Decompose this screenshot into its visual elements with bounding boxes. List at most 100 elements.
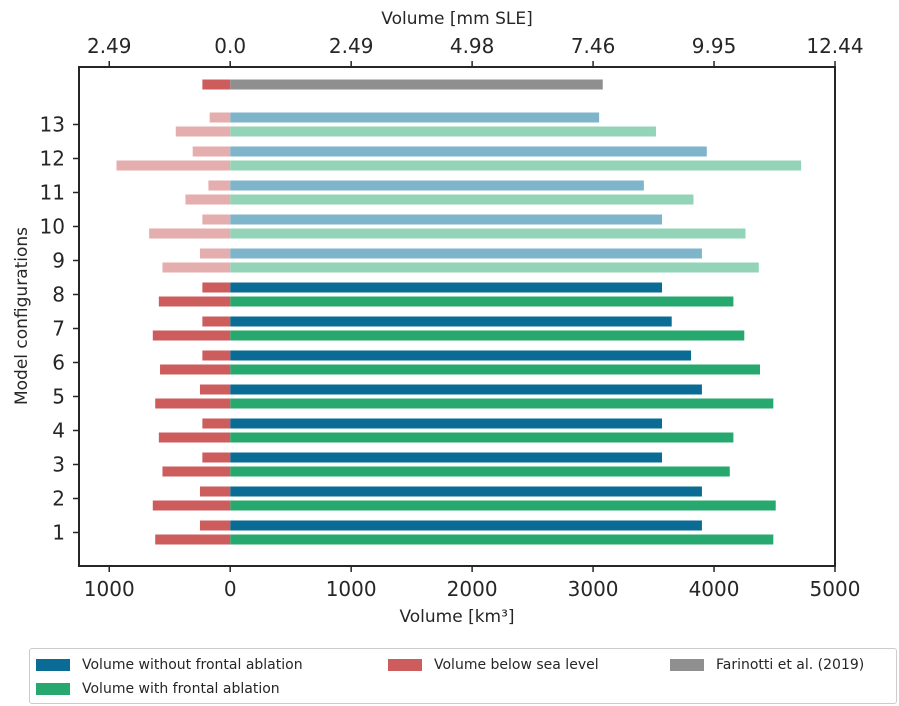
bar-without-fa-13 <box>230 112 600 123</box>
bars-layer <box>116 79 802 545</box>
bottom-tick-label: 1000 <box>84 577 135 601</box>
y-tick-label: 13 <box>40 113 65 137</box>
bar-with-fa-below-sea-level-13 <box>175 126 231 137</box>
bar-without-fa-below-sea-level-2 <box>199 486 231 497</box>
bar-with-fa-5 <box>230 398 774 409</box>
bar-without-fa-below-sea-level-9 <box>199 248 231 259</box>
legend-swatch-below-sea-level <box>388 659 422 671</box>
bottom-tick-label: 2000 <box>447 577 498 601</box>
bar-without-fa-1 <box>230 520 702 531</box>
plot-frame <box>78 66 836 567</box>
bar-without-fa-9 <box>230 248 702 259</box>
y-tick-label: 5 <box>52 385 65 409</box>
bar-with-fa-below-sea-level-4 <box>158 432 231 443</box>
bar-without-fa-10 <box>230 214 663 225</box>
bar-with-fa-12 <box>230 160 802 171</box>
legend-swatch-without-frontal-ablation <box>36 659 70 671</box>
legend-swatch-farinotti <box>670 659 704 671</box>
bar-without-fa-below-sea-level-8 <box>202 282 231 293</box>
bar-with-fa-8 <box>230 296 734 307</box>
y-tick-label: 10 <box>40 215 65 239</box>
bar-with-fa-below-sea-level-5 <box>155 398 231 409</box>
top-x-axis-ticks: 2.49 0.0 2.49 4.98 7.46 9.95 12.44 <box>87 34 864 67</box>
legend-label-with-frontal-ablation: Volume with frontal ablation <box>82 681 280 697</box>
y-tick-label: 11 <box>40 181 65 205</box>
legend-item-without-frontal-ablation: Volume without frontal ablation <box>36 655 303 675</box>
top-tick-label: 2.49 <box>87 34 132 58</box>
bar-with-fa-2 <box>230 500 776 511</box>
chart: 1000 0 1000 2000 3000 4000 5000 2.49 0.0 2.49 4.9… <box>12 9 864 627</box>
bar-with-fa-4 <box>230 432 734 443</box>
bar-with-fa-below-sea-level-12 <box>116 160 231 171</box>
bar-without-fa-2 <box>230 486 702 497</box>
bottom-tick-label: 3000 <box>568 577 619 601</box>
top-tick-label: 7.46 <box>571 34 616 58</box>
bar-without-fa-below-sea-level-12 <box>192 146 231 157</box>
legend-item-with-frontal-ablation: Volume with frontal ablation <box>36 679 280 699</box>
legend-label-farinotti: Farinotti et al. (2019) <box>716 657 865 673</box>
y-axis-label: Model configurations <box>12 227 32 405</box>
bar-farinotti-below-sea-level <box>202 79 231 90</box>
bar-without-fa-6 <box>230 350 692 361</box>
bar-with-fa-13 <box>230 126 656 137</box>
top-tick-label: 0.0 <box>214 34 246 58</box>
bar-with-fa-below-sea-level-10 <box>149 228 231 239</box>
bar-without-fa-below-sea-level-3 <box>202 452 231 463</box>
bar-without-fa-below-sea-level-4 <box>202 418 231 429</box>
bar-without-fa-3 <box>230 452 663 463</box>
y-tick-label: 7 <box>52 317 65 341</box>
bar-without-fa-below-sea-level-6 <box>202 350 231 361</box>
y-tick-label: 1 <box>52 521 65 545</box>
bar-without-fa-4 <box>230 418 663 429</box>
y-tick-label: 12 <box>40 147 65 171</box>
legend-label-below-sea-level: Volume below sea level <box>434 657 599 673</box>
bar-without-fa-below-sea-level-1 <box>199 520 231 531</box>
bar-with-fa-below-sea-level-1 <box>155 534 231 545</box>
bar-without-fa-8 <box>230 282 663 293</box>
bar-without-fa-below-sea-level-13 <box>209 112 231 123</box>
bar-with-fa-3 <box>230 466 730 477</box>
bar-without-fa-12 <box>230 146 707 157</box>
y-tick-label: 2 <box>52 487 65 511</box>
bar-with-fa-below-sea-level-2 <box>152 500 231 511</box>
bar-farinotti <box>230 79 603 90</box>
bar-without-fa-below-sea-level-11 <box>208 180 231 191</box>
legend-item-farinotti: Farinotti et al. (2019) <box>670 655 864 675</box>
top-tick-label: 4.98 <box>450 34 495 58</box>
bar-with-fa-below-sea-level-7 <box>152 330 231 341</box>
bar-with-fa-below-sea-level-11 <box>185 194 231 205</box>
top-tick-label: 12.44 <box>806 34 863 58</box>
legend-swatch-with-frontal-ablation <box>36 683 70 695</box>
bottom-tick-label: 5000 <box>810 577 861 601</box>
bar-with-fa-10 <box>230 228 746 239</box>
bar-without-fa-5 <box>230 384 702 395</box>
y-tick-label: 8 <box>52 283 65 307</box>
bar-with-fa-below-sea-level-3 <box>162 466 231 477</box>
bar-with-fa-7 <box>230 330 745 341</box>
bottom-tick-label: 0 <box>224 577 237 601</box>
bottom-tick-label: 4000 <box>689 577 740 601</box>
top-tick-label: 2.49 <box>329 34 374 58</box>
bar-without-fa-below-sea-level-7 <box>202 316 231 327</box>
bar-without-fa-below-sea-level-10 <box>202 214 231 225</box>
bar-with-fa-below-sea-level-6 <box>160 364 231 375</box>
bar-without-fa-7 <box>230 316 672 327</box>
top-x-axis-label: Volume [mm SLE] <box>381 9 532 29</box>
bar-with-fa-9 <box>230 262 759 273</box>
top-tick-label: 9.95 <box>692 34 737 58</box>
x-axis-label: Volume [km³] <box>399 607 514 627</box>
bar-without-fa-below-sea-level-5 <box>199 384 231 395</box>
bar-with-fa-1 <box>230 534 774 545</box>
bar-with-fa-below-sea-level-8 <box>158 296 231 307</box>
legend-label-without-frontal-ablation: Volume without frontal ablation <box>82 657 303 673</box>
y-tick-label: 9 <box>52 249 65 273</box>
bottom-x-axis-ticks: 1000 0 1000 2000 3000 4000 5000 <box>84 566 861 601</box>
bar-without-fa-11 <box>230 180 644 191</box>
y-tick-label: 6 <box>52 351 65 375</box>
y-tick-label: 3 <box>52 453 65 477</box>
bar-with-fa-below-sea-level-9 <box>162 262 231 273</box>
bar-with-fa-6 <box>230 364 761 375</box>
bar-with-fa-11 <box>230 194 694 205</box>
legend-item-below-sea-level: Volume below sea level <box>388 655 599 675</box>
